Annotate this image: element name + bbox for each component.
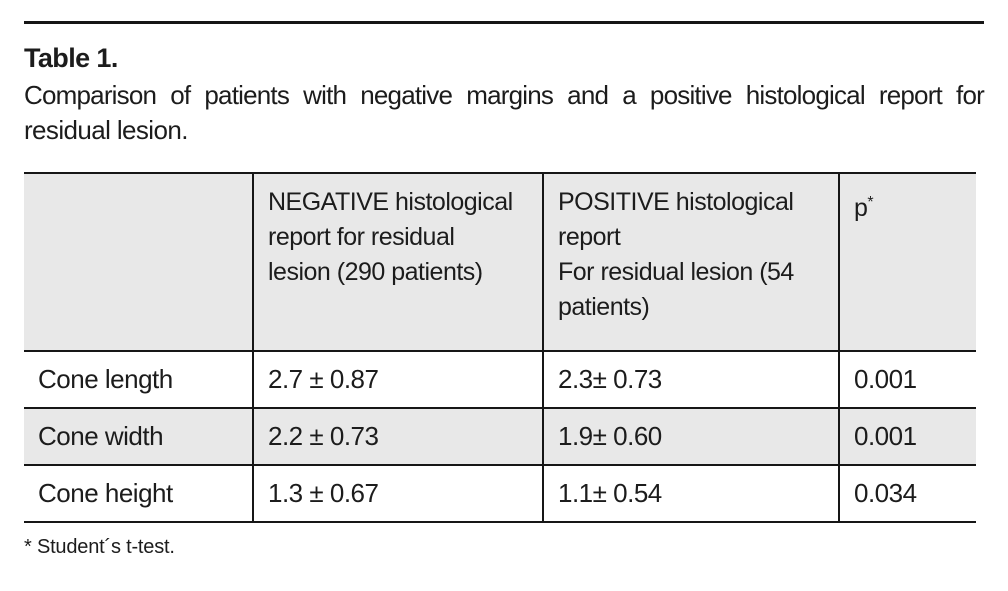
table-caption: Comparison of patients with negative mar… [24, 78, 985, 148]
table-title: Table 1. [24, 43, 118, 73]
row-label-cone-height: Cone height [24, 464, 253, 523]
cell-cone-width-negative: 2.2 ± 0.73 [252, 407, 543, 465]
cell-cone-width-positive: 1.9± 0.60 [542, 407, 839, 465]
header-cell-positive: POSITIVE histological report For residua… [542, 172, 839, 351]
table-header-row: NEGATIVE histological report for residua… [24, 172, 976, 351]
header-cell-empty [24, 172, 253, 351]
table-row: Cone height 1.3 ± 0.67 1.1± 0.54 0.034 [24, 464, 976, 523]
table-caption-line-1: Comparison of patients with negative mar… [24, 80, 985, 110]
p-superscript-asterisk: * [867, 194, 874, 211]
table-row: Cone width 2.2 ± 0.73 1.9± 0.60 0.001 [24, 407, 976, 465]
cell-cone-height-p: 0.034 [838, 464, 976, 523]
cell-cone-width-p: 0.001 [838, 407, 976, 465]
paper-page: Table 1. Comparison of patients with neg… [0, 21, 1008, 591]
cell-cone-length-positive: 2.3± 0.73 [542, 350, 839, 408]
comparison-table: NEGATIVE histological report for residua… [24, 172, 976, 523]
top-rule-divider [24, 21, 984, 24]
row-label-cone-width: Cone width [24, 407, 253, 465]
table-footnote: * Student´s t-test. [24, 536, 175, 558]
cell-cone-height-negative: 1.3 ± 0.67 [252, 464, 543, 523]
header-cell-negative: NEGATIVE histological report for residua… [252, 172, 543, 351]
cell-cone-length-negative: 2.7 ± 0.87 [252, 350, 543, 408]
table-caption-line-2: residual lesion. [24, 115, 188, 145]
row-label-cone-length: Cone length [24, 350, 253, 408]
cell-cone-height-positive: 1.1± 0.54 [542, 464, 839, 523]
header-cell-p: p* [838, 172, 976, 351]
cell-cone-length-p: 0.001 [838, 350, 976, 408]
table-row: Cone length 2.7 ± 0.87 2.3± 0.73 0.001 [24, 350, 976, 408]
p-label: p [854, 194, 868, 222]
